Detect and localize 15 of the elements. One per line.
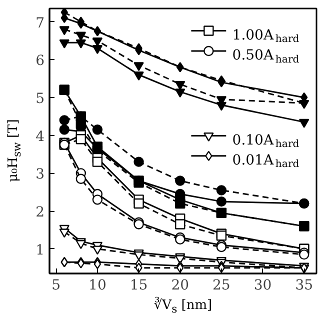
y-tick-label: 2 xyxy=(36,204,45,221)
x-tick-label: 35 xyxy=(295,278,314,294)
y-tick-label: 4 xyxy=(36,128,45,145)
x-tick-label: 30 xyxy=(254,278,272,294)
x-tick-label: 20 xyxy=(171,278,190,294)
y-tick-label: 7 xyxy=(36,15,45,32)
y-tick-label: 5 xyxy=(36,90,45,107)
x-axis-title: ∛V$_{s}$ [nm] xyxy=(154,297,212,318)
x-tick-label: 5 xyxy=(52,278,61,294)
x-tick-label: 25 xyxy=(212,278,230,294)
y-tick-label: 3 xyxy=(36,166,45,183)
y-tick-label: 1 xyxy=(36,242,45,258)
x-tick-label: 15 xyxy=(130,278,148,294)
x-tick-label: 10 xyxy=(88,278,106,294)
y-tick-label: 6 xyxy=(36,53,45,70)
